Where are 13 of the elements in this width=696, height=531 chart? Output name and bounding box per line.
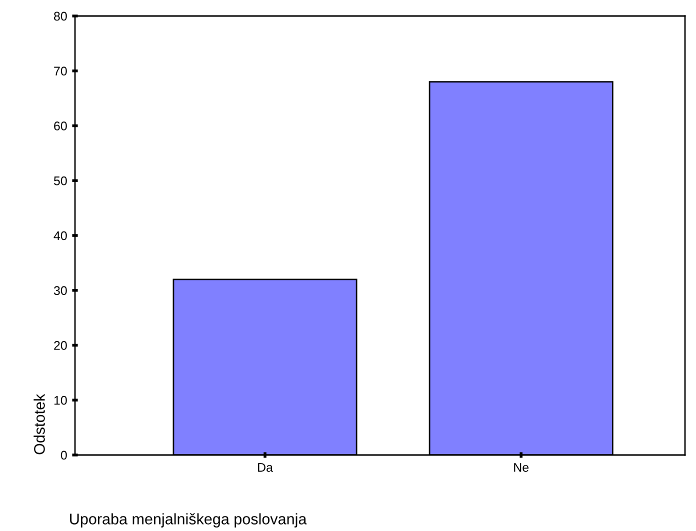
y-tick-label: 10 xyxy=(54,396,67,405)
y-axis-title: Odstotek xyxy=(34,394,45,454)
y-tick-label: 0 xyxy=(60,450,67,460)
y-tick-label: 60 xyxy=(54,122,67,130)
x-tick-label: Da xyxy=(258,463,274,472)
x-tick-label: Ne xyxy=(514,463,529,472)
y-tick-label: 40 xyxy=(54,231,67,240)
y-tick-label: 70 xyxy=(54,66,67,76)
y-tick-label: 50 xyxy=(54,176,67,186)
y-tick-label: 80 xyxy=(54,12,67,21)
y-tick-label: 30 xyxy=(54,286,67,296)
x-axis-title: Uporaba menjalniškega poslovanja xyxy=(70,513,307,528)
y-tick-label: 20 xyxy=(54,341,67,350)
